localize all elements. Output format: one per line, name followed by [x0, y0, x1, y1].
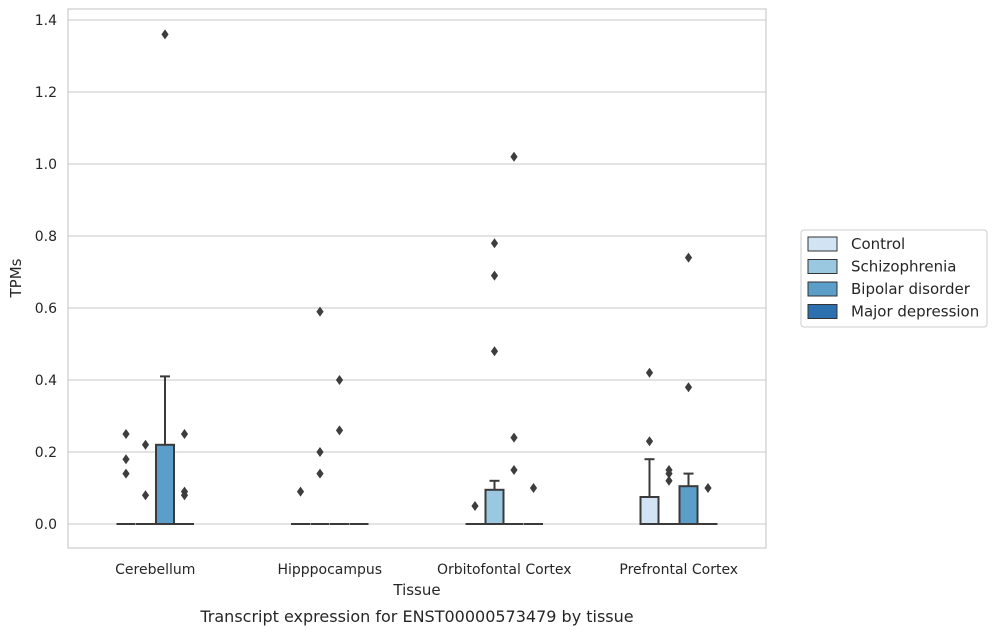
outlier-point [122, 429, 130, 439]
outlier-point [161, 29, 169, 40]
outlier-point [490, 270, 499, 281]
outlier-point [490, 238, 499, 249]
y-tick-label: 0.0 [35, 517, 57, 533]
x-tick-label: Hipppocampus [277, 562, 382, 578]
outlier-point [316, 447, 324, 457]
box-bipolar-disorder [678, 472, 699, 526]
legend-swatch [807, 259, 838, 274]
legend-label: Schizophrenia [851, 258, 956, 276]
gridlines [68, 19, 766, 525]
x-axis-ticks: Cerebellum Hipppocampus Orbitofontal Corte… [115, 562, 738, 578]
outlier-point [510, 465, 518, 475]
legend-swatch [807, 236, 838, 252]
box-body [678, 485, 699, 526]
outlier-point [684, 382, 693, 393]
outliers [122, 29, 712, 511]
outlier-point [316, 468, 324, 479]
outlier-point [665, 475, 673, 486]
outlier-point [490, 346, 499, 357]
outlier-point [645, 436, 654, 447]
plot-frame [67, 8, 767, 549]
outlier-point [316, 306, 324, 317]
y-tick-label: 0.6 [35, 301, 57, 317]
y-axis-ticks: 0.0 0.2 0.4 0.6 0.8 1.0 1.2 1.4 [35, 13, 57, 533]
legend-items: Control Schizophrenia Bipolar disorder Majo… [807, 235, 979, 321]
outlier-point [141, 439, 150, 450]
box-body [155, 443, 175, 525]
legend-label: Bipolar disorder [851, 280, 971, 298]
legend-label: Major depression [851, 303, 979, 321]
outlier-point [296, 486, 305, 497]
x-tick-label: Orbitofontal Cortex [437, 562, 572, 578]
legend-swatch [807, 304, 838, 319]
outlier-point [180, 429, 189, 439]
y-tick-label: 0.8 [35, 229, 57, 245]
boxes [116, 375, 718, 526]
outlier-point [684, 252, 693, 263]
x-axis-title: Tissue [392, 581, 440, 599]
legend-frame [800, 229, 988, 328]
legend-swatch [807, 281, 838, 297]
outlier-point [704, 483, 712, 493]
legend-label: Control [851, 235, 905, 253]
outlier-point [180, 490, 189, 501]
outlier-point [529, 483, 538, 493]
box-bipolar-disorder [155, 375, 175, 525]
box-body [639, 496, 660, 525]
x-tick-label: Cerebellum [115, 562, 195, 578]
outlier-point [471, 501, 479, 511]
x-tick-label: Prefrontal Cortex [619, 562, 738, 578]
box-body [484, 488, 505, 525]
y-axis-title: TPMs [7, 258, 25, 298]
y-tick-label: 1.2 [35, 85, 57, 101]
y-tick-label: 1.0 [35, 157, 57, 173]
box-control [639, 458, 660, 525]
y-tick-label: 0.2 [35, 445, 57, 461]
legend: Control Schizophrenia Bipolar disorder Majo… [800, 229, 988, 328]
outlier-point [510, 151, 518, 162]
y-tick-label: 1.4 [35, 13, 57, 29]
outlier-point [510, 432, 518, 443]
outlier-point [665, 468, 673, 479]
y-tick-label: 0.4 [35, 373, 57, 389]
outlier-point [335, 425, 344, 436]
outlier-point [122, 468, 130, 479]
outlier-point [141, 490, 150, 501]
outlier-point [645, 367, 654, 378]
box-schizophrenia [484, 479, 505, 525]
outlier-point [335, 375, 344, 385]
chart-caption: Transcript expression for ENST0000057347… [199, 607, 633, 626]
outlier-point [122, 454, 130, 465]
